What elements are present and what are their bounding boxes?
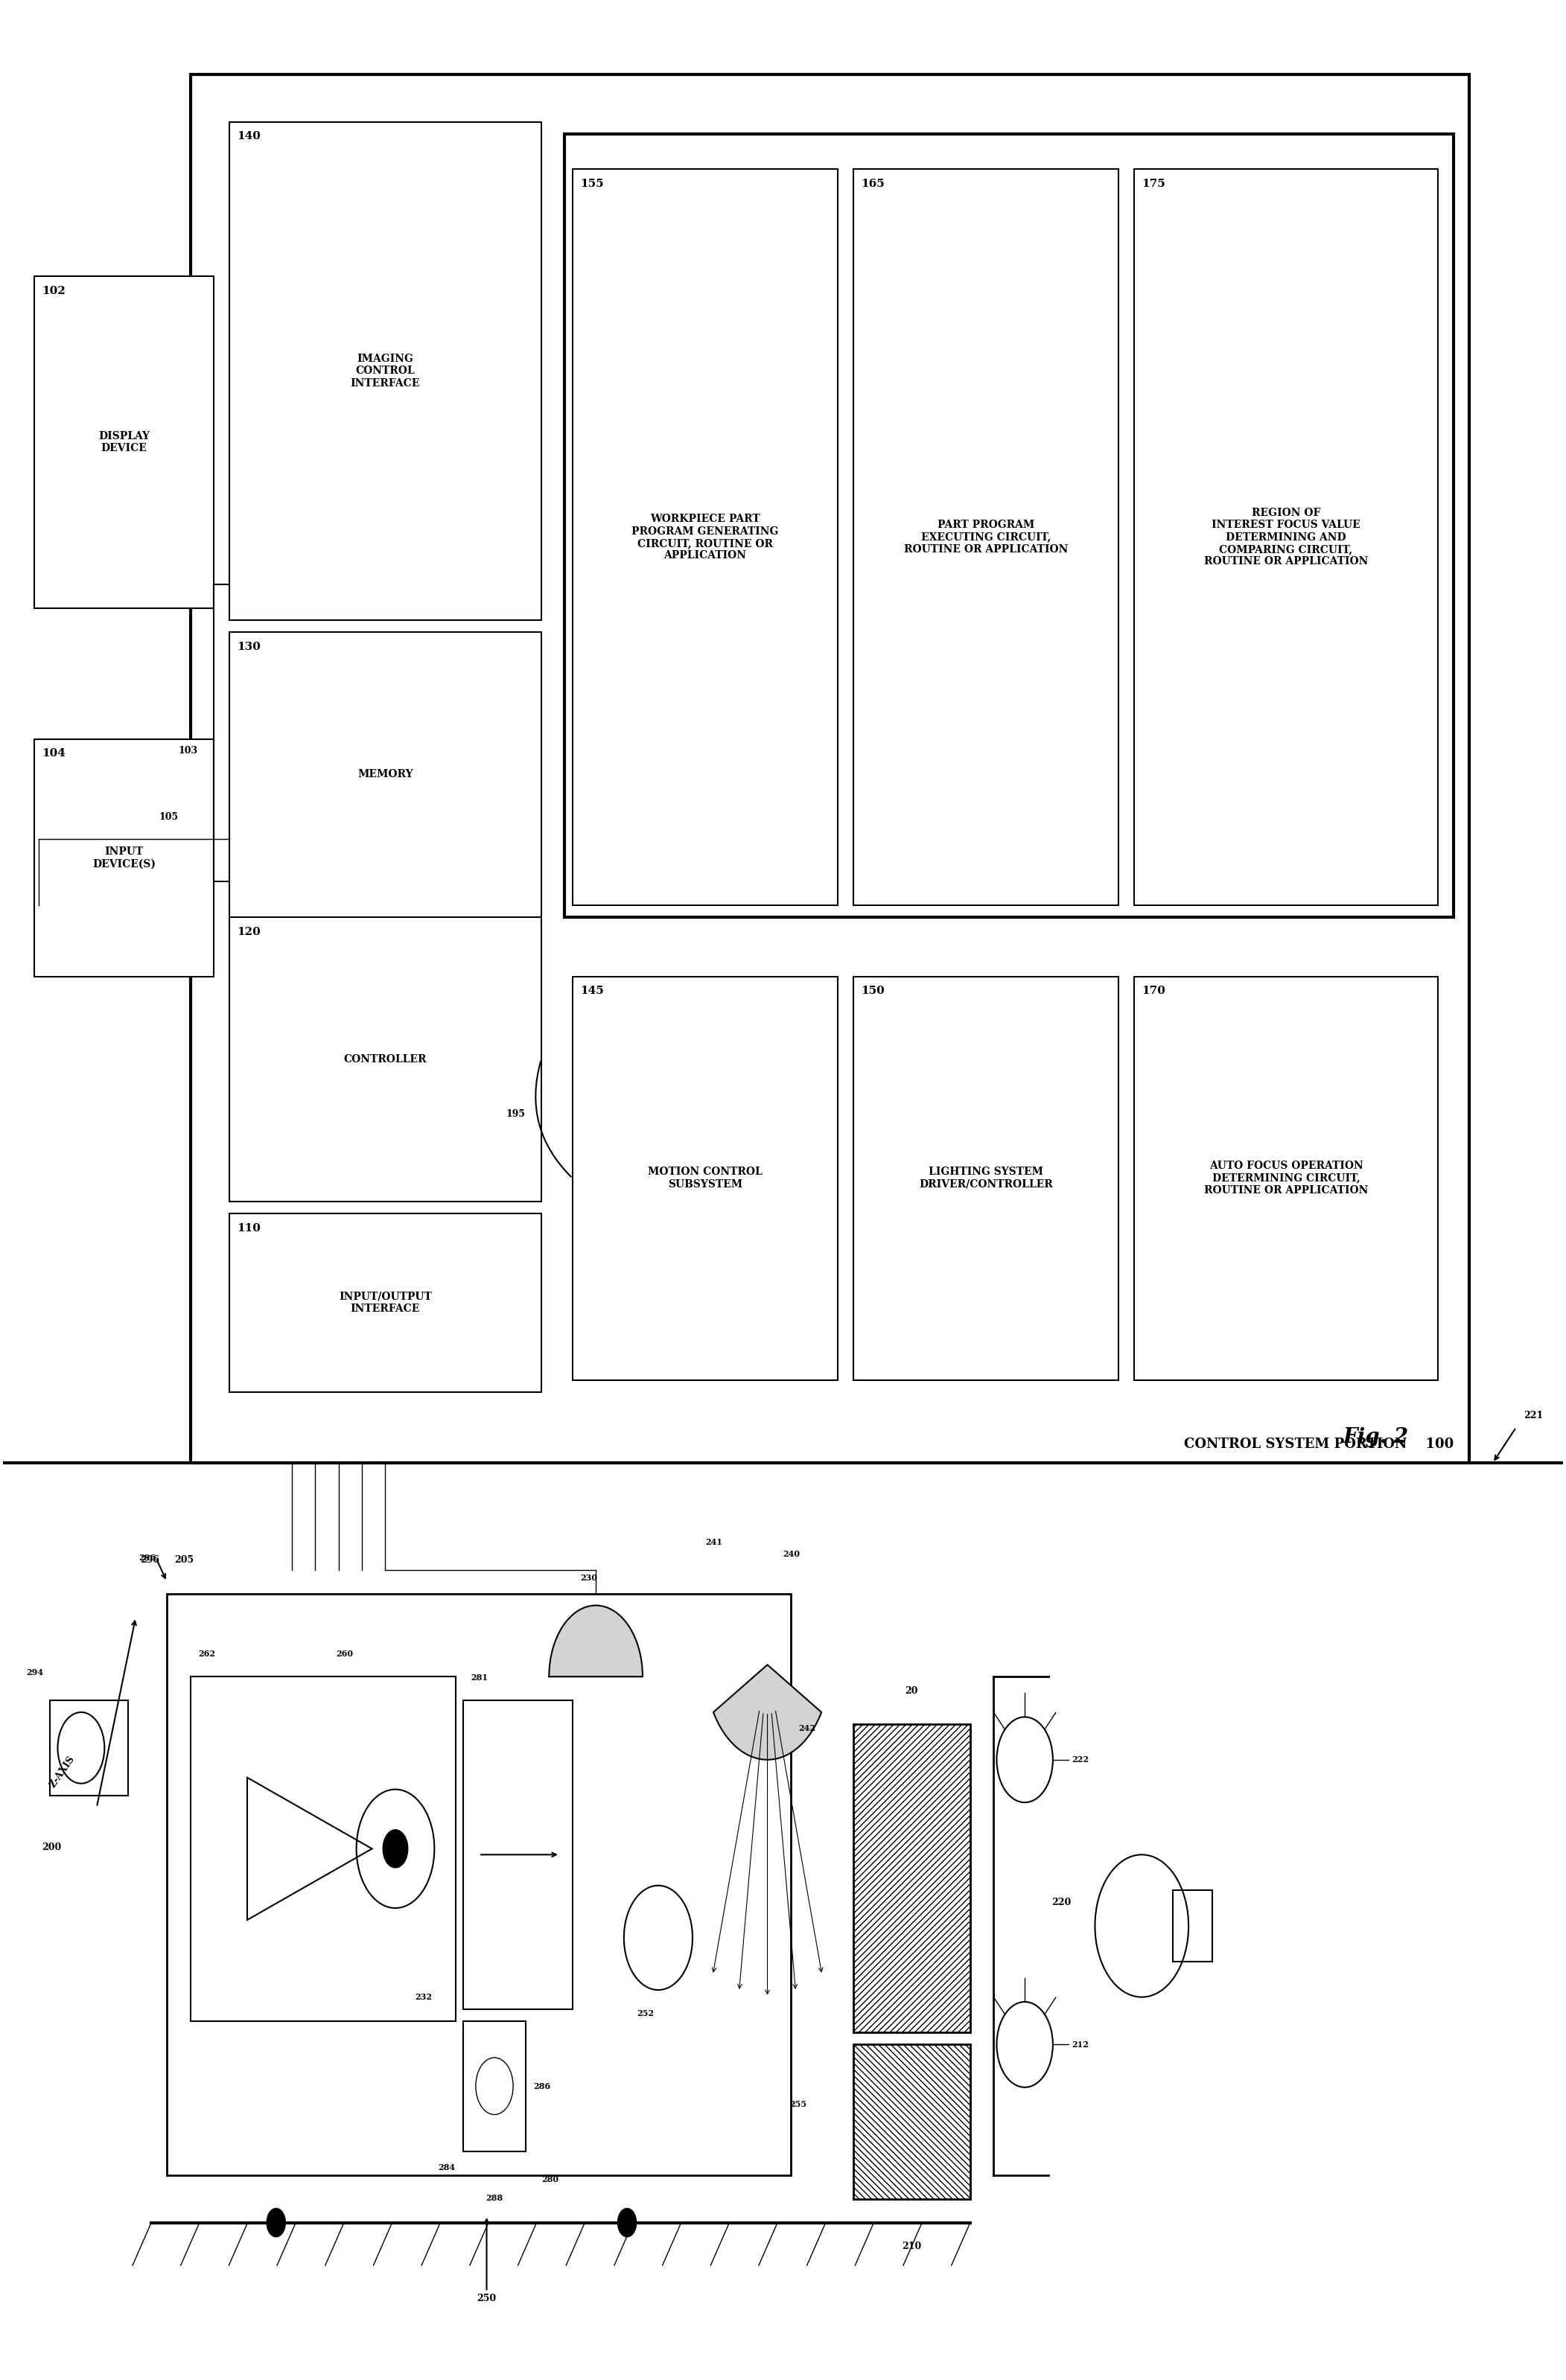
Bar <box>229 1214 542 1392</box>
Text: 120: 120 <box>236 926 260 938</box>
Text: 140: 140 <box>236 131 262 143</box>
Text: 212: 212 <box>1071 2040 1088 2049</box>
Text: 232: 232 <box>415 1992 432 2002</box>
Wedge shape <box>714 1664 822 1759</box>
Text: 145: 145 <box>581 985 604 997</box>
Bar <box>853 169 1118 904</box>
Bar <box>229 121 542 621</box>
Text: 262: 262 <box>197 1649 215 1656</box>
Wedge shape <box>550 1607 642 1676</box>
Circle shape <box>266 2209 285 2237</box>
Text: AUTO FOCUS OPERATION
DETERMINING CIRCUIT,
ROUTINE OR APPLICATION: AUTO FOCUS OPERATION DETERMINING CIRCUIT… <box>1204 1161 1369 1195</box>
Bar <box>34 738 213 976</box>
Text: LIGHTING SYSTEM
DRIVER/CONTROLLER: LIGHTING SYSTEM DRIVER/CONTROLLER <box>919 1166 1052 1190</box>
Text: 103: 103 <box>179 745 197 757</box>
Text: REGION OF
INTEREST FOCUS VALUE
DETERMINING AND
COMPARING CIRCUIT,
ROUTINE OR APP: REGION OF INTEREST FOCUS VALUE DETERMINI… <box>1204 507 1369 566</box>
Bar <box>573 976 838 1380</box>
Text: 110: 110 <box>236 1223 262 1233</box>
Text: 241: 241 <box>705 1537 722 1547</box>
Text: 205: 205 <box>175 1557 194 1566</box>
Text: 255: 255 <box>789 2099 806 2109</box>
Text: 130: 130 <box>236 643 262 652</box>
Text: 230: 230 <box>581 1573 597 1583</box>
Bar <box>1134 976 1438 1380</box>
Bar <box>573 169 838 904</box>
Text: 170: 170 <box>1142 985 1165 997</box>
Text: WORKPIECE PART
PROGRAM GENERATING
CIRCUIT, ROUTINE OR
APPLICATION: WORKPIECE PART PROGRAM GENERATING CIRCUI… <box>631 514 778 562</box>
Text: 221: 221 <box>1524 1411 1544 1421</box>
Bar <box>229 633 542 916</box>
Text: 250: 250 <box>478 2218 496 2304</box>
Bar <box>50 1699 128 1795</box>
Bar <box>229 916 542 1202</box>
Circle shape <box>617 2209 636 2237</box>
Text: INPUT/OUTPUT
INTERFACE: INPUT/OUTPUT INTERFACE <box>338 1292 432 1314</box>
Text: 288: 288 <box>485 2194 503 2202</box>
Bar <box>34 276 213 609</box>
Text: Z-AXIS: Z-AXIS <box>49 1754 77 1790</box>
Text: 175: 175 <box>1142 178 1165 188</box>
Bar <box>853 2044 971 2199</box>
Text: 240: 240 <box>783 1549 800 1559</box>
Text: 222: 222 <box>1071 1756 1088 1764</box>
Bar <box>191 74 1469 1464</box>
Bar <box>168 1595 791 2175</box>
Text: 155: 155 <box>581 178 604 188</box>
Text: PART PROGRAM
EXECUTING CIRCUIT,
ROUTINE OR APPLICATION: PART PROGRAM EXECUTING CIRCUIT, ROUTINE … <box>904 519 1068 555</box>
Text: CONTROLLER: CONTROLLER <box>345 1054 428 1064</box>
Text: IMAGING
CONTROL
INTERFACE: IMAGING CONTROL INTERFACE <box>351 355 420 388</box>
Text: 104: 104 <box>42 747 66 759</box>
Text: INPUT
DEVICE(S): INPUT DEVICE(S) <box>92 847 155 869</box>
Text: 200: 200 <box>42 1842 61 1852</box>
Text: 260: 260 <box>337 1649 354 1656</box>
Bar <box>853 976 1118 1380</box>
Text: 210: 210 <box>902 2242 921 2251</box>
Bar <box>464 2021 526 2152</box>
Text: 284: 284 <box>438 2163 456 2171</box>
Text: MOTION CONTROL
SUBSYSTEM: MOTION CONTROL SUBSYSTEM <box>648 1166 763 1190</box>
Text: 220: 220 <box>1051 1897 1071 1906</box>
Text: 281: 281 <box>471 1673 489 1680</box>
Bar <box>1134 169 1438 904</box>
Bar <box>191 1676 456 2021</box>
Text: 195: 195 <box>506 1109 526 1119</box>
Bar <box>464 1699 573 2009</box>
Text: 294: 294 <box>27 1668 44 1676</box>
Text: 252: 252 <box>637 2009 655 2018</box>
Text: 286: 286 <box>534 2082 551 2090</box>
Text: 296: 296 <box>139 1554 157 1561</box>
Text: Fig. 2: Fig. 2 <box>1344 1428 1408 1447</box>
Text: 165: 165 <box>861 178 885 188</box>
Text: CONTROL SYSTEM PORTION    100: CONTROL SYSTEM PORTION 100 <box>1184 1438 1453 1452</box>
Bar <box>853 1723 971 2033</box>
Text: 20: 20 <box>905 1685 918 1695</box>
Text: MEMORY: MEMORY <box>357 769 413 781</box>
Text: 242: 242 <box>799 1723 816 1733</box>
Bar <box>1173 1890 1212 1961</box>
Bar <box>565 133 1453 916</box>
Text: 150: 150 <box>861 985 885 997</box>
Circle shape <box>384 1830 407 1868</box>
Text: 102: 102 <box>42 286 66 295</box>
Text: 296: 296 <box>139 1557 160 1566</box>
Text: DISPLAY
DEVICE: DISPLAY DEVICE <box>99 431 150 455</box>
Text: 105: 105 <box>160 812 179 821</box>
Text: 280: 280 <box>542 2175 559 2182</box>
